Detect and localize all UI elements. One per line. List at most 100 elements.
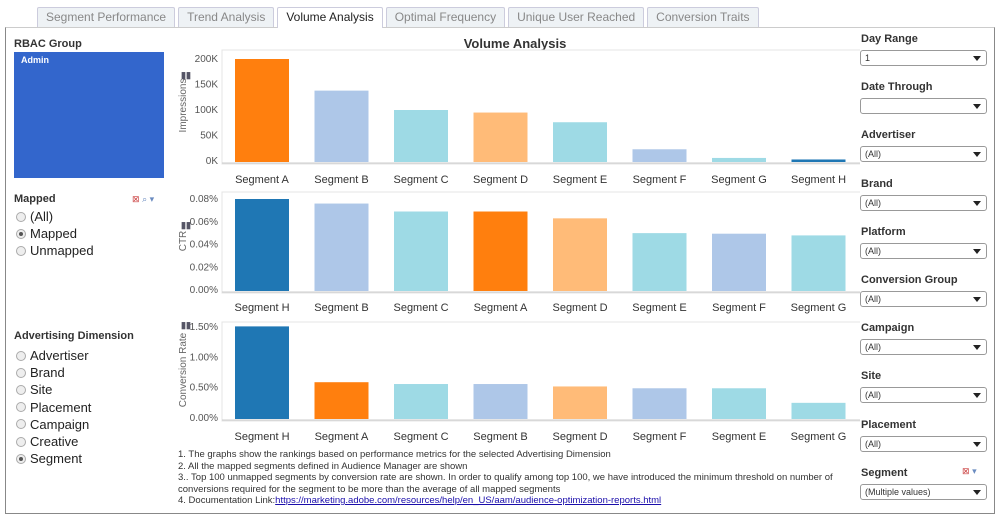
radio-button-icon[interactable] [16,367,26,378]
chart-title: Volume Analysis [463,36,567,51]
radio-advertiser[interactable]: Advertiser [16,348,89,363]
radio-site[interactable]: Site [16,382,52,397]
filter-dropdown-campaign[interactable]: (All) [860,339,987,356]
radio-label: Advertiser [30,348,89,363]
filter-dropdown-segment[interactable]: (Multiple values) [860,483,987,500]
chart-type-icon: ▮▮ [181,320,191,330]
radio-button-icon[interactable] [16,453,26,464]
chevron-down-icon [973,200,981,206]
clear-filter-icon[interactable]: ⊠ [962,466,970,476]
y-tick-label: 50K [200,131,218,142]
dropdown-menu-icon[interactable]: ▾ [149,194,155,204]
filter-label: Placement [861,418,917,431]
radio-placement[interactable]: Placement [16,400,91,415]
radio-creative[interactable]: Creative [16,434,78,449]
footnotes: 1. The graphs show the rankings based on… [178,449,848,507]
filter-dropdown-day-range[interactable]: 1 [860,50,987,66]
chart-type-icon: ▮▮ [181,70,191,80]
tab-conversion-traits[interactable]: Conversion Traits [647,7,759,27]
segment-filter-controls: ⊠ ▾ [962,466,977,477]
filter-dropdown-brand[interactable]: (All) [860,194,987,211]
plot-area [221,191,860,294]
tab-optimal-frequency[interactable]: Optimal Frequency [385,7,506,27]
x-tick-label: Segment A [235,174,289,186]
dropdown-value: (All) [865,390,881,401]
x-tick-label: Segment E [712,431,766,443]
y-tick-label: 150K [195,80,219,91]
radio-mapped[interactable]: Mapped [16,226,77,241]
radio-button-icon[interactable] [16,384,26,395]
bar-segment-b [473,384,528,419]
chevron-down-icon [973,104,981,110]
bar-segment-e [632,233,687,291]
search-icon[interactable]: ⌕ [142,194,148,204]
rbac-group-item-admin[interactable]: Admin [14,52,164,178]
filter-dropdown-placement[interactable]: (All) [860,435,987,452]
documentation-link[interactable]: https://marketing.adobe.com/resources/he… [275,495,662,506]
plot-area [221,49,860,165]
chevron-down-icon [973,441,981,447]
radio-button-icon[interactable] [16,228,26,239]
x-tick-label: Segment D [552,302,607,314]
tab-segment-performance[interactable]: Segment Performance [37,7,176,27]
clear-filter-icon[interactable]: ⊠ [132,194,140,204]
radio-campaign[interactable]: Campaign [16,417,89,432]
radio-button-icon[interactable] [16,436,26,447]
x-tick-label: Segment F [633,431,687,443]
x-tick-label: Segment F [712,302,766,314]
plot-area [221,321,860,422]
x-tick-label: Segment B [473,431,527,443]
y-tick-label: 0.00% [190,285,218,296]
bar-segment-f [632,149,687,162]
bar-segment-h [791,159,846,162]
radio-brand[interactable]: Brand [16,365,65,380]
radio-label: Placement [30,399,92,415]
y-tick-label: 1.00% [190,352,218,363]
radio-segment[interactable]: Segment [16,451,82,466]
x-tick-label: Segment H [234,302,289,314]
radio-button-icon[interactable] [16,211,26,222]
dropdown-menu-icon[interactable]: ▾ [972,466,977,476]
tab-volume-analysis[interactable]: Volume Analysis [277,7,383,28]
y-axis-label: Impressions [178,79,189,133]
radio-button-icon[interactable] [16,402,26,413]
bar-segment-d [553,386,607,419]
y-tick-label: 0.06% [190,217,218,228]
x-tick-label: Segment H [234,431,289,443]
bar-segment-b [314,90,369,162]
radio-label: (All) [30,209,54,224]
x-tick-label: Segment F [633,174,687,186]
tab-unique-user-reached[interactable]: Unique User Reached [508,7,645,27]
note-3: 3.. Top 100 unmapped segments by convers… [178,472,833,495]
radio-button-icon[interactable] [16,245,26,256]
bar-segment-h [235,199,289,291]
rbac-group-label: RBAC Group [14,38,82,50]
doc-link-label: 4. Documentation Link: [178,495,276,506]
radio-all[interactable]: (All) [16,209,53,224]
filter-dropdown-date-through[interactable] [860,98,987,115]
chevron-down-icon [973,152,981,158]
radio-label: Brand [30,365,65,381]
filter-dropdown-conversion-group[interactable]: (All) [860,291,987,307]
bar-segment-h [235,326,289,419]
radio-button-icon[interactable] [16,350,26,361]
filter-dropdown-advertiser[interactable]: (All) [860,146,987,163]
y-tick-label: 1.50% [190,322,218,333]
radio-unmapped[interactable]: Unmapped [16,243,94,258]
filter-dropdown-platform[interactable]: (All) [860,242,987,259]
filter-dropdown-site[interactable]: (All) [860,387,987,404]
x-tick-label: Segment B [314,302,368,314]
dropdown-value: (Multiple values) [865,486,931,497]
x-tick-label: Segment D [473,174,528,186]
dropdown-value: (All) [865,294,881,304]
bar-segment-g [712,157,766,162]
tab-trend-analysis[interactable]: Trend Analysis [178,7,275,27]
y-tick-label: 0.08% [190,194,218,205]
dropdown-value: (All) [865,149,881,160]
x-tick-label: Segment A [474,302,528,314]
dropdown-value: 1 [865,53,871,63]
y-tick-label: 0.02% [190,262,218,273]
dropdown-value: (All) [865,438,881,449]
radio-button-icon[interactable] [16,419,26,430]
